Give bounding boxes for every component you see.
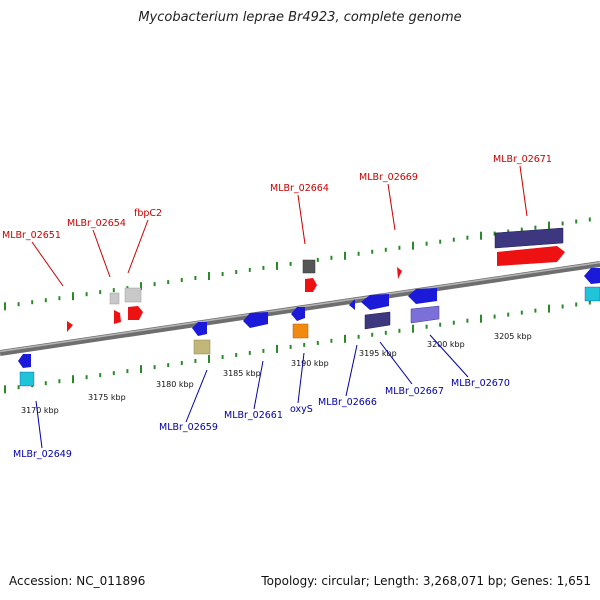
gene-arrow[interactable] <box>128 306 143 320</box>
gene-label[interactable]: MLBr_02669 <box>359 172 418 183</box>
map-title: Mycobacterium leprae Br4923, complete ge… <box>138 10 462 25</box>
gene-arrow[interactable] <box>361 294 389 310</box>
gene-arrow[interactable] <box>497 246 565 266</box>
gene-label[interactable]: MLBr_02664 <box>270 183 329 194</box>
gene-arrow[interactable] <box>243 312 268 328</box>
genome-stats: Topology: circular; Length: 3,268,071 bp… <box>261 574 591 588</box>
scale-label: 3175 kbp <box>88 393 126 402</box>
gene-arrow[interactable] <box>305 278 317 292</box>
scale-label: 3180 kbp <box>156 380 194 389</box>
accession-number: Accession: NC_011896 <box>9 574 146 588</box>
reverse-leader-lines <box>35 334 469 449</box>
forward-leader-lines <box>31 165 528 287</box>
gene-box[interactable] <box>584 286 600 302</box>
gene-arrow[interactable] <box>67 321 73 332</box>
gene-label[interactable]: MLBr_02649 <box>13 449 72 460</box>
gene-box[interactable] <box>494 227 564 249</box>
gene-label[interactable]: MLBr_02654 <box>67 218 126 229</box>
gene-label[interactable]: MLBr_02670 <box>451 378 510 389</box>
gene-label[interactable]: MLBr_02671 <box>493 154 552 165</box>
gene-arrow[interactable] <box>18 354 31 368</box>
gene-arrow[interactable] <box>291 307 305 321</box>
gene-box[interactable] <box>364 311 391 330</box>
reverse-gene-labels: MLBr_02649 MLBr_02659 MLBr_02661 oxyS ML… <box>13 378 510 460</box>
gene-box[interactable] <box>292 323 309 339</box>
gene-arrow[interactable] <box>114 310 121 324</box>
gene-box[interactable] <box>124 287 142 303</box>
gene-box[interactable] <box>19 371 35 387</box>
gene-arrow[interactable] <box>408 288 437 304</box>
gene-label[interactable]: MLBr_02661 <box>224 410 283 421</box>
gene-label[interactable]: MLBr_02651 <box>2 230 61 241</box>
scale-label: 3190 kbp <box>291 359 329 368</box>
gene-arrow[interactable] <box>584 268 600 284</box>
gene-arrow[interactable] <box>349 299 355 310</box>
gene-label[interactable]: MLBr_02666 <box>318 397 377 408</box>
gene-label[interactable]: MLBr_02667 <box>385 386 444 397</box>
gene-label[interactable]: fbpC2 <box>134 208 162 219</box>
scale-label: 3185 kbp <box>223 369 261 378</box>
scale-label: 3205 kbp <box>494 332 532 341</box>
forward-gene-labels: MLBr_02651 MLBr_02654 fbpC2 MLBr_02664 M… <box>2 154 552 241</box>
gene-arrow[interactable] <box>192 322 207 336</box>
forward-strand-genes <box>67 227 565 332</box>
forward-track-ticks <box>4 217 591 311</box>
gene-box[interactable] <box>109 292 120 305</box>
gene-label[interactable]: MLBr_02659 <box>159 422 218 433</box>
gene-label[interactable]: oxyS <box>290 404 313 415</box>
scale-labels: 3170 kbp 3175 kbp 3180 kbp 3185 kbp 3190… <box>21 332 532 415</box>
scale-label: 3195 kbp <box>359 349 397 358</box>
gene-box[interactable] <box>410 305 440 324</box>
gene-box[interactable] <box>193 339 211 355</box>
scale-label: 3200 kbp <box>427 340 465 349</box>
reverse-strand-genes <box>18 268 600 387</box>
scale-label: 3170 kbp <box>21 406 59 415</box>
reverse-track-ticks <box>4 300 591 394</box>
gene-arrow[interactable] <box>397 267 402 279</box>
gene-box[interactable] <box>302 259 316 274</box>
